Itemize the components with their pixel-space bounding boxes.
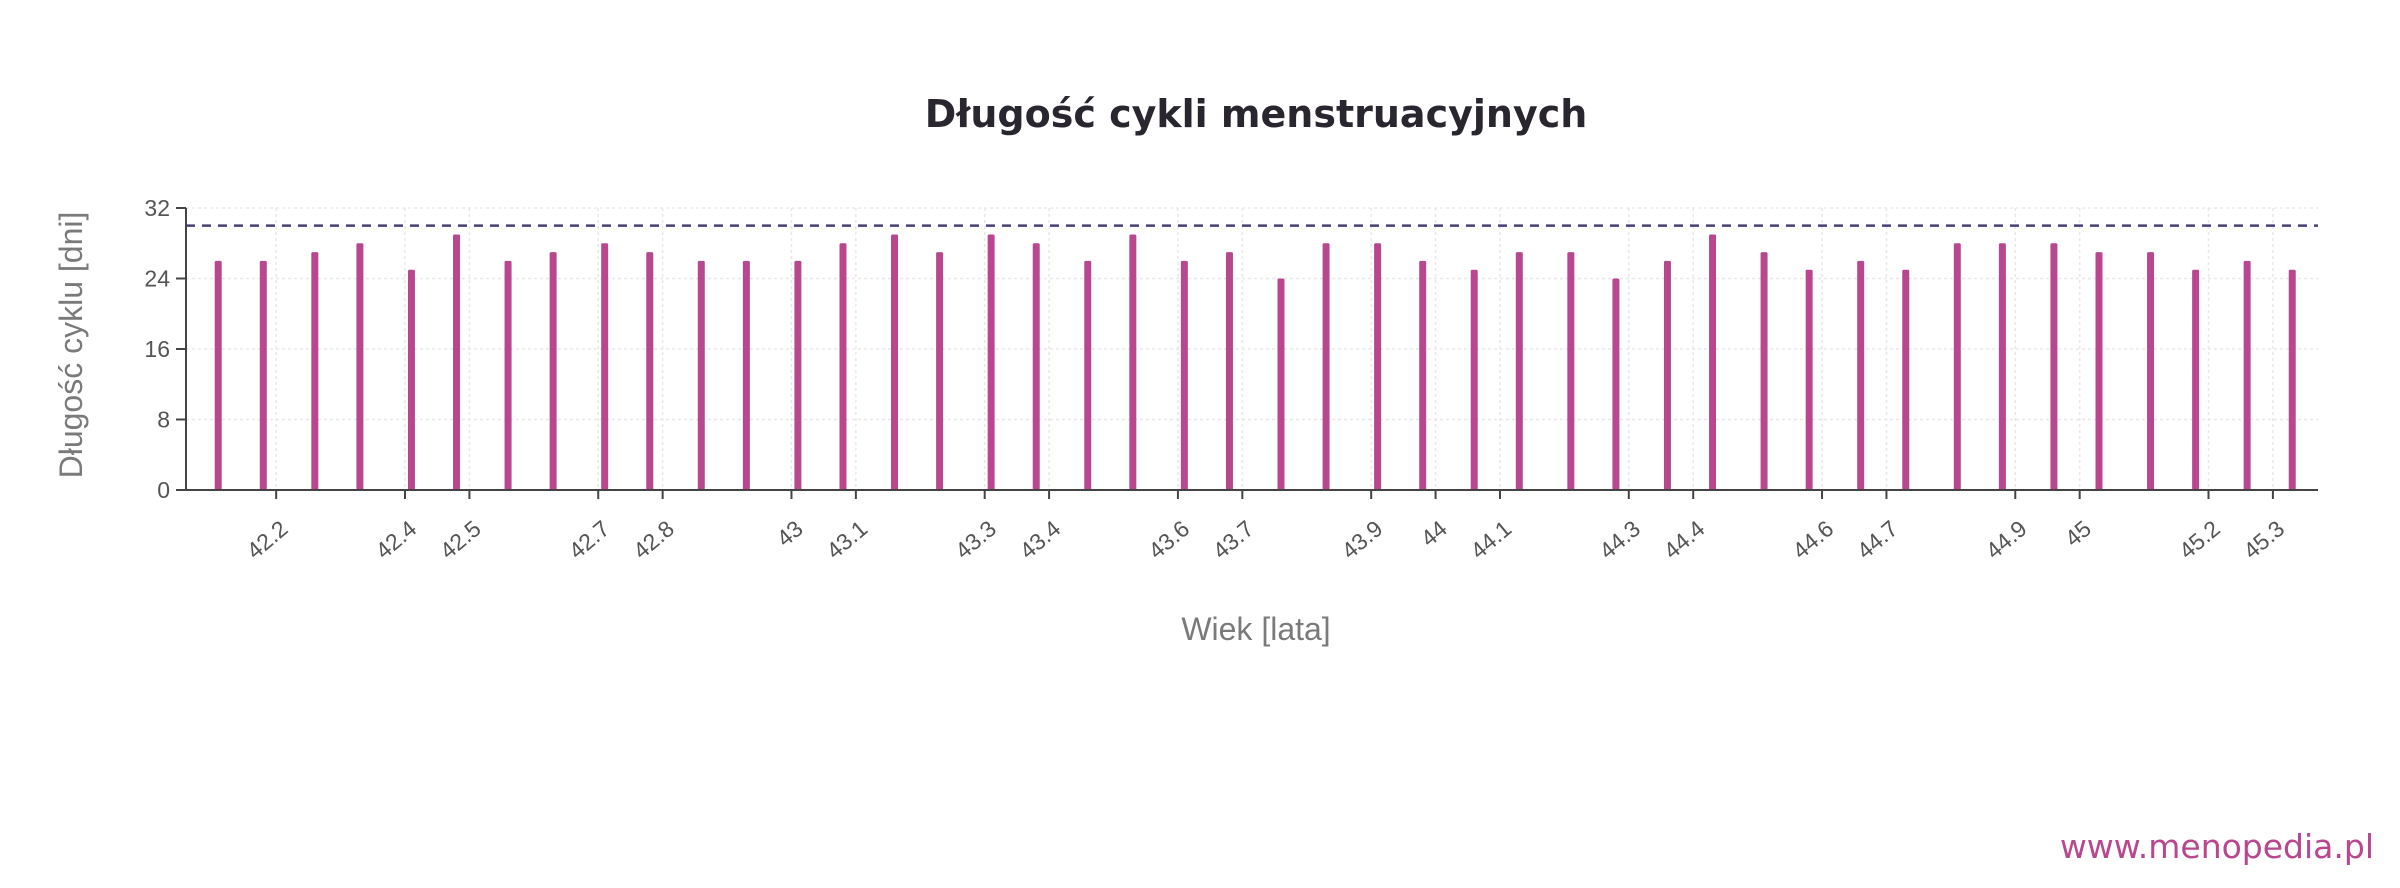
- bar: [839, 243, 847, 490]
- bar: [697, 260, 705, 490]
- x-tick-label: 42.4: [370, 515, 421, 564]
- x-tick-label: 43.4: [1014, 515, 1065, 564]
- x-tick-label: 42.2: [242, 515, 293, 564]
- bar: [1902, 269, 1910, 490]
- bar: [891, 234, 899, 490]
- bar: [1129, 234, 1137, 490]
- x-tick-label: 44: [1416, 515, 1452, 551]
- bar: [214, 260, 222, 490]
- bar: [1998, 243, 2006, 490]
- x-tick-label: 45.3: [2238, 515, 2289, 564]
- x-tick-label: 44.9: [1981, 515, 2032, 564]
- axes: [176, 207, 2318, 499]
- bar: [1612, 278, 1620, 490]
- x-tick-label: 43.9: [1337, 515, 1388, 564]
- x-tick-label: 43: [771, 515, 807, 551]
- x-tick-label: 42.5: [435, 515, 486, 564]
- gridlines: [186, 207, 2318, 490]
- bar: [1470, 269, 1478, 490]
- bar: [987, 234, 995, 490]
- bar: [356, 243, 364, 490]
- y-tick-label: 8: [157, 407, 170, 433]
- bar: [1084, 260, 1092, 490]
- x-tick-label: 43.3: [950, 515, 1001, 564]
- bar: [2288, 269, 2296, 490]
- bar: [1709, 234, 1717, 490]
- x-tick-label: 43.7: [1208, 515, 1259, 564]
- y-tick-label: 0: [157, 477, 170, 503]
- bar: [504, 260, 512, 490]
- bar: [1225, 252, 1233, 490]
- watermark-link[interactable]: www.menopedia.pl: [2059, 827, 2374, 866]
- chart-title: Długość cykli menstruacyjnych: [925, 92, 1588, 136]
- bar: [2243, 260, 2251, 490]
- bar: [1953, 243, 1961, 490]
- x-tick-label: 44.1: [1465, 515, 1516, 564]
- x-tick-label: 42.8: [628, 515, 679, 564]
- bar: [601, 243, 609, 490]
- x-tick-label: 45: [2060, 515, 2096, 551]
- bar: [407, 269, 415, 490]
- x-tick-label: 42.7: [564, 515, 615, 564]
- bar: [1322, 243, 1330, 490]
- bar: [1419, 260, 1427, 490]
- bar: [2095, 252, 2103, 490]
- x-tick-label: 44.6: [1787, 515, 1838, 564]
- y-tick-label: 24: [144, 266, 170, 292]
- bar: [1277, 278, 1285, 490]
- bar: [2192, 269, 2200, 490]
- bar: [1180, 260, 1188, 490]
- x-tick-label: 45.2: [2174, 515, 2225, 564]
- bar: [1515, 252, 1523, 490]
- bar: [646, 252, 654, 490]
- y-tick-label: 16: [144, 336, 170, 362]
- bar: [742, 260, 750, 490]
- bar: [1857, 260, 1865, 490]
- x-tick-label: 43.6: [1143, 515, 1194, 564]
- x-tick-label: 43.1: [821, 515, 872, 564]
- bar: [2147, 252, 2155, 490]
- bar: [1567, 252, 1575, 490]
- x-tick-labels: 42.2 42.4 42.5 42.7 42.8 43 43.1 43.3 43.4 43.6 43…: [242, 515, 2290, 564]
- bar: [1374, 243, 1382, 490]
- bar: [936, 252, 944, 490]
- x-tick-label: 44.4: [1659, 515, 1710, 564]
- bar: [1805, 269, 1813, 490]
- bar: [453, 234, 461, 490]
- bar: [2050, 243, 2058, 490]
- bar: [794, 260, 802, 490]
- x-tick-label: 44.7: [1852, 515, 1903, 564]
- bars: [214, 234, 2296, 490]
- bar: [1663, 260, 1671, 490]
- bar: [311, 252, 319, 490]
- y-axis-title: Długość cyklu [dni]: [53, 212, 89, 479]
- y-tick-label: 32: [144, 195, 170, 221]
- x-axis-title: Wiek [lata]: [1181, 611, 1330, 647]
- x-tick-label: 44.3: [1594, 515, 1645, 564]
- bar: [1032, 243, 1040, 490]
- y-tick-labels: 0 8 16 24 32: [144, 195, 170, 503]
- bar: [259, 260, 267, 490]
- bar: [1760, 252, 1768, 490]
- bar: [549, 252, 557, 490]
